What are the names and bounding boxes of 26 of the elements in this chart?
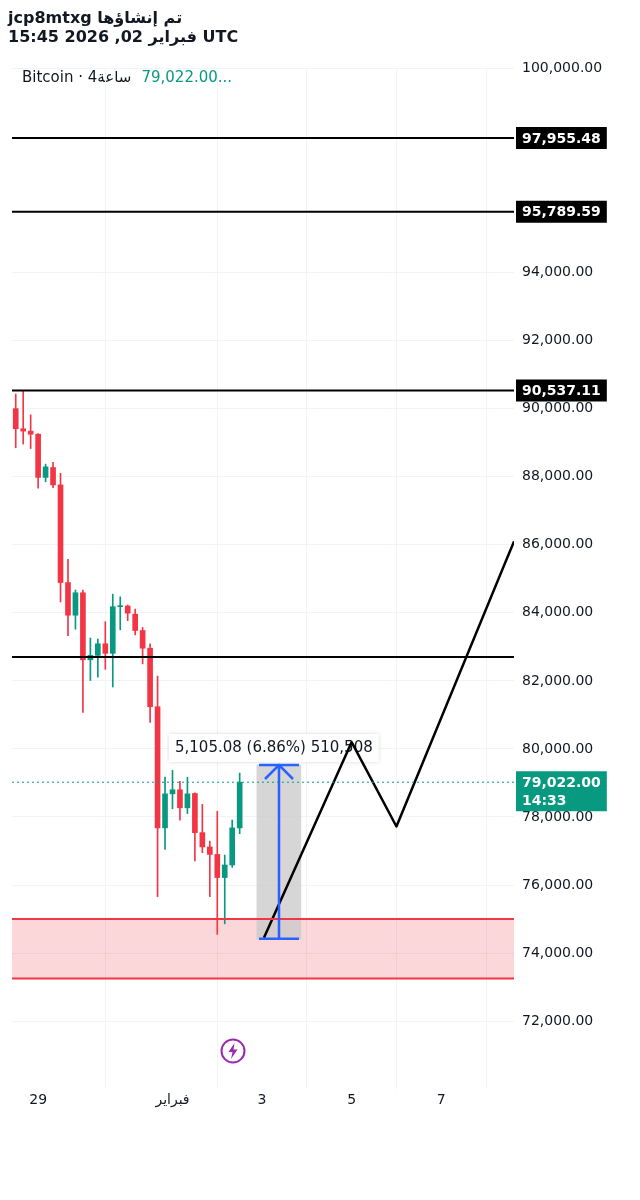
- x-tick-label: 29: [29, 1091, 48, 1108]
- x-tick-label: فبراير: [154, 1091, 190, 1109]
- chart-title: jcp8mtxg تم إنشاؤها: [8, 8, 184, 27]
- y-tick-label: 82,000.00: [522, 671, 594, 688]
- y-tick-label: 94,000.00: [522, 263, 594, 280]
- y-tick-label: 100,000.00: [522, 59, 603, 76]
- annotation: 79,022.00...: [141, 68, 233, 86]
- y-tick-label: 90,000.00: [522, 399, 594, 416]
- x-tick-label: 5: [347, 1091, 357, 1108]
- y-tick-label: 72,000.00: [522, 1011, 594, 1028]
- annotation: Bitcoin · 4ساعة: [22, 68, 132, 86]
- ref-line-label: 95,789.59: [522, 203, 601, 220]
- y-tick-label: 88,000.00: [522, 467, 594, 484]
- ref-line-label: 79,022.00 14:33: [522, 773, 602, 808]
- y-tick-label: 84,000.00: [522, 603, 594, 620]
- y-tick-label: 78,000.00: [522, 807, 594, 824]
- y-tick-label: 86,000.00: [522, 535, 594, 552]
- x-tick-label: 7: [436, 1091, 446, 1108]
- ref-line-label: 97,955.48: [522, 129, 601, 146]
- ref-line-label: 90,537.11: [522, 382, 601, 399]
- y-tick-label: 74,000.00: [522, 943, 594, 960]
- chart-subtitle: فبراير 02, 2026 15:45 UTC: [8, 27, 240, 46]
- y-tick-label: 76,000.00: [522, 875, 594, 892]
- y-tick-label: 80,000.00: [522, 739, 594, 756]
- x-tick-label: 3: [257, 1091, 267, 1108]
- y-tick-label: 92,000.00: [522, 331, 594, 348]
